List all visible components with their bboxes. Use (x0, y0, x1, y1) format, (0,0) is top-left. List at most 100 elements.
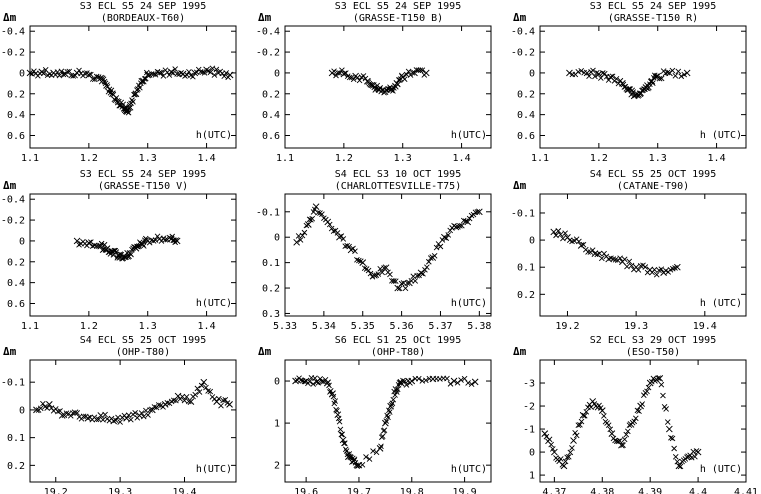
data-point (315, 379, 322, 386)
data-point (366, 456, 373, 462)
data-point (658, 75, 665, 82)
data-point (663, 406, 669, 412)
data-point (98, 240, 105, 247)
data-point (82, 70, 88, 77)
data-point (120, 101, 127, 108)
x-tick-label: 1.3 (394, 153, 412, 164)
data-point (356, 257, 362, 264)
data-point (342, 440, 348, 447)
y-tick-label: 0 (19, 236, 25, 247)
data-point (674, 458, 681, 465)
data-point (336, 233, 343, 241)
data-point (101, 78, 108, 85)
data-point (80, 413, 87, 420)
data-point (693, 448, 700, 454)
data-point (114, 254, 121, 261)
data-point (326, 221, 333, 228)
data-point (309, 215, 316, 222)
data-point (557, 456, 564, 462)
data-point (88, 71, 94, 78)
x-tick-label: 19.3 (624, 321, 648, 332)
chart-panel-1: S3 ECL S5 24 SEP 1995(BORDEAUX-T60) Δm 1.1… (1, 1, 237, 164)
chart-panel-4: S3 ECL S5 24 SEP 1995(GRASSE-T150 V) Δm 1.… (1, 169, 237, 332)
y-tick-label: -0.4 (511, 27, 535, 38)
data-point (335, 69, 341, 76)
data-point (596, 250, 603, 257)
data-point (211, 396, 218, 402)
data-point (338, 431, 345, 438)
plot-frame (539, 359, 747, 483)
data-point (424, 264, 430, 271)
data-point (306, 378, 313, 385)
data-point (40, 70, 47, 77)
data-point (134, 414, 141, 421)
data-point (382, 419, 389, 427)
data-point (620, 442, 626, 449)
y-tick-label: 0.3 (262, 309, 280, 320)
data-point (350, 245, 356, 252)
data-point (369, 273, 376, 280)
data-point (211, 72, 218, 78)
x-tick-label: 19.7 (347, 487, 371, 494)
data-point (451, 222, 457, 229)
data-point (417, 67, 424, 73)
data-point (632, 415, 639, 422)
data-point (457, 223, 463, 229)
data-point (403, 382, 410, 388)
data-point (660, 392, 666, 399)
data-point (385, 414, 391, 421)
y-tick-label: 0 (19, 68, 25, 79)
data-point (664, 419, 671, 425)
x-tick-label: 19.9 (453, 487, 477, 494)
data-point (422, 266, 428, 273)
data-point (419, 67, 426, 73)
data-point (297, 237, 304, 243)
data-point (617, 255, 623, 262)
data-point (322, 216, 329, 223)
data-point (671, 445, 677, 452)
chart-subtitle: (ESO-T50) (626, 347, 680, 358)
data-point (415, 375, 422, 382)
data-point (160, 404, 166, 410)
data-point (461, 375, 468, 382)
x-tick-label: 1.3 (139, 153, 157, 164)
data-point (615, 438, 622, 445)
data-point (125, 412, 132, 418)
data-point (450, 377, 458, 385)
x-tick-label: 19.8 (400, 487, 424, 494)
y-axis-label: Δm (513, 345, 527, 358)
data-point (465, 380, 471, 386)
data-point (74, 410, 81, 416)
data-point (394, 386, 401, 393)
x-tick-label: 1.1 (21, 153, 39, 164)
data-point (421, 72, 428, 78)
x-axis-label: h(UTC) (451, 298, 487, 309)
data-point (334, 230, 341, 236)
y-axis-label: Δm (3, 179, 17, 192)
data-point (387, 402, 394, 410)
data-point (207, 69, 214, 76)
data-point (70, 73, 76, 79)
data-point (113, 249, 120, 255)
chart-subtitle: (GRASSE-T150 B) (353, 13, 443, 24)
data-point (114, 98, 121, 104)
data-point (221, 73, 228, 80)
plot-frame (29, 25, 237, 149)
data-point (673, 263, 681, 271)
data-point (40, 400, 46, 407)
data-point (179, 393, 186, 400)
chart-panel-6: S4 ECL S5 25 OCT 1995(CATANE-T90) Δm 19.2 1… (511, 169, 747, 332)
data-point (642, 264, 649, 270)
data-point (650, 375, 657, 382)
data-point (360, 73, 367, 79)
plot-frame (539, 25, 747, 149)
data-point (337, 70, 343, 76)
data-point (603, 253, 610, 260)
data-point (37, 405, 44, 412)
data-point (565, 453, 572, 460)
data-point (148, 406, 156, 414)
data-point (116, 102, 123, 109)
data-point (617, 77, 624, 84)
data-point (181, 397, 188, 404)
data-point (474, 209, 481, 215)
